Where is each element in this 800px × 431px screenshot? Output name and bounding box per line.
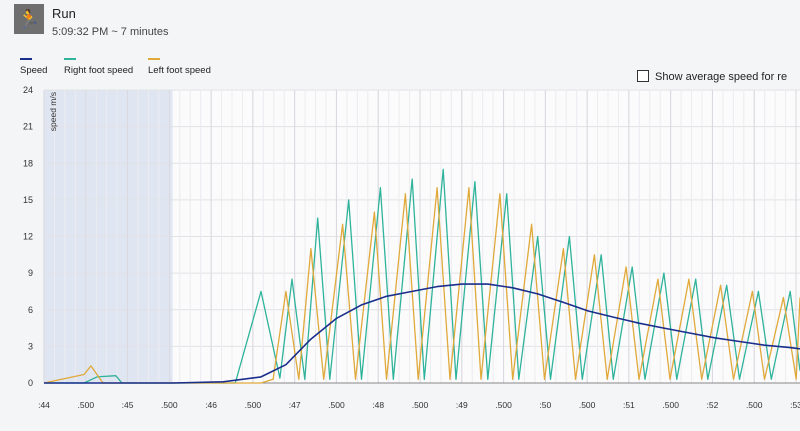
y-tick-label: 12 [23, 232, 33, 242]
x-tick-label: :48 [372, 400, 384, 410]
y-tick-label: 0 [28, 378, 33, 388]
series-speed [44, 283, 800, 384]
x-tick-label: .500 [328, 400, 345, 410]
show-average-label: Show average speed for re [655, 71, 788, 83]
legend-item-left-foot[interactable]: Left foot speed [148, 58, 211, 76]
series-left-foot [43, 187, 800, 384]
y-tick-label: 9 [28, 268, 33, 278]
legend-item-speed[interactable]: Speed [20, 58, 47, 76]
x-tick-label: .500 [746, 400, 763, 410]
y-tick-label: 18 [23, 158, 33, 168]
x-tick-label: .500 [78, 400, 95, 410]
x-tick-label: :47 [289, 400, 301, 410]
legend-swatch-right-foot [64, 58, 76, 60]
y-axis-label: speed m/s [48, 92, 58, 131]
x-tick-label: .500 [662, 400, 679, 410]
y-tick-label: 3 [28, 341, 33, 351]
y-tick-label: 15 [23, 195, 33, 205]
legend-label-right-foot: Right foot speed [64, 65, 134, 76]
x-tick-label: .500 [161, 400, 178, 410]
y-axis-ticks: 0 3 6 9 12 15 18 21 24 [23, 85, 33, 388]
show-average-option[interactable]: Show average speed for re [637, 70, 787, 83]
y-tick-label: 24 [23, 85, 33, 95]
x-tick-label: :52 [707, 400, 719, 410]
x-tick-label: .500 [412, 400, 429, 410]
legend-swatch-left-foot [148, 58, 160, 60]
series-right-foot [44, 168, 800, 384]
activity-header: 🏃 Run 5:09:32 PM ~ 7 minutes [0, 0, 800, 50]
x-tick-label: :53 [790, 400, 800, 410]
legend-item-right-foot[interactable]: Right foot speed [64, 58, 133, 76]
show-average-checkbox[interactable] [637, 70, 649, 82]
x-axis-ticks: :44 .500 :45 .500 :46 .500 :47 .500 :48 .500 :49 .5… [38, 400, 800, 410]
legend-label-left-foot: Left foot speed [148, 65, 211, 76]
y-tick-label: 21 [23, 122, 33, 132]
y-tick-label: 6 [28, 305, 33, 315]
x-tick-label: :51 [623, 400, 635, 410]
legend-label-speed: Speed [20, 65, 48, 76]
runner-icon: 🏃 [14, 4, 44, 34]
x-tick-label: :50 [539, 400, 551, 410]
legend-swatch-speed [20, 58, 32, 60]
x-tick-label: :49 [456, 400, 468, 410]
x-tick-label: .500 [495, 400, 512, 410]
x-tick-label: :46 [205, 400, 217, 410]
activity-subtitle: 5:09:32 PM ~ 7 minutes [52, 26, 169, 38]
grid-lines [43, 89, 800, 384]
x-tick-label: :45 [122, 400, 134, 410]
activity-title: Run [52, 6, 76, 21]
series-layer [43, 168, 800, 384]
x-tick-label: .500 [579, 400, 596, 410]
x-tick-label: :44 [38, 400, 50, 410]
x-tick-label: .500 [245, 400, 262, 410]
